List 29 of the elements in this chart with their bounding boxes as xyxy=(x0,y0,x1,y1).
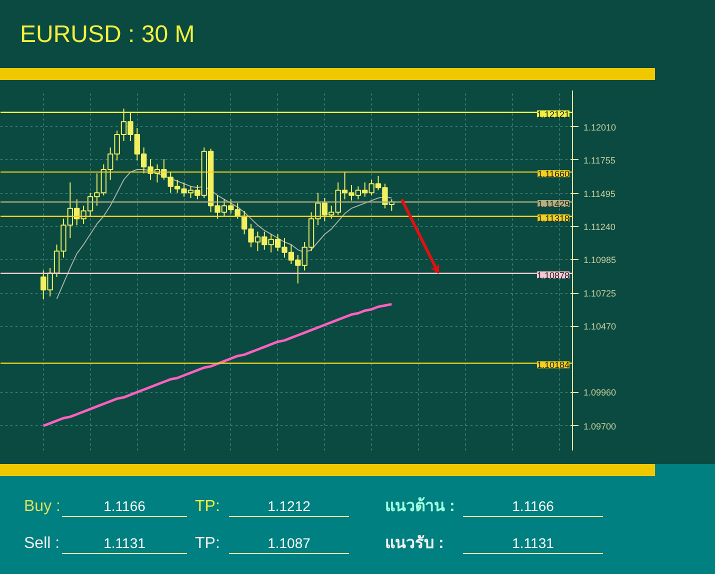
y-tick-label: 1.09960 xyxy=(584,388,616,398)
text: แนวต้าน : xyxy=(385,496,456,517)
ref-line-label: 1.11660 xyxy=(538,169,570,180)
ref-line-label: 1.11429 xyxy=(538,198,570,209)
ref-line-label: 1.10878 xyxy=(536,270,570,280)
y-tick-label: 1.11755 xyxy=(584,155,616,166)
line-series xyxy=(42,302,393,428)
y-tick-label: 1.10725 xyxy=(584,288,616,299)
text: TP: xyxy=(195,534,221,554)
y-tick-label: 1.10985 xyxy=(584,254,616,265)
text: 1.1166 xyxy=(463,496,603,517)
text: Sell : xyxy=(24,534,61,554)
y-tick-label: 1.11240 xyxy=(584,222,616,232)
text: แนวรับ : xyxy=(385,534,445,554)
ref-line-label: 1.10184 xyxy=(536,360,570,370)
text: 1.1166 xyxy=(62,496,187,517)
text: 1.1131 xyxy=(463,532,603,554)
y-tick-label: 1.12010 xyxy=(584,122,616,132)
ref-line-label: 1.11318 xyxy=(538,213,570,224)
ref-line-label: 1.12121 xyxy=(536,109,570,120)
y-tick-label: 1.11495 xyxy=(584,188,616,199)
text: 1.1131 xyxy=(62,532,187,554)
y-tick-label: 1.09700 xyxy=(584,421,616,432)
y-tick-label: 1.10470 xyxy=(584,322,616,332)
text: Buy : xyxy=(24,497,62,517)
text: 1.1212 xyxy=(229,496,349,517)
chart-title: EURUSD : 30 M xyxy=(19,20,195,50)
text: 1.1087 xyxy=(229,532,349,554)
text: TP: xyxy=(195,497,221,517)
